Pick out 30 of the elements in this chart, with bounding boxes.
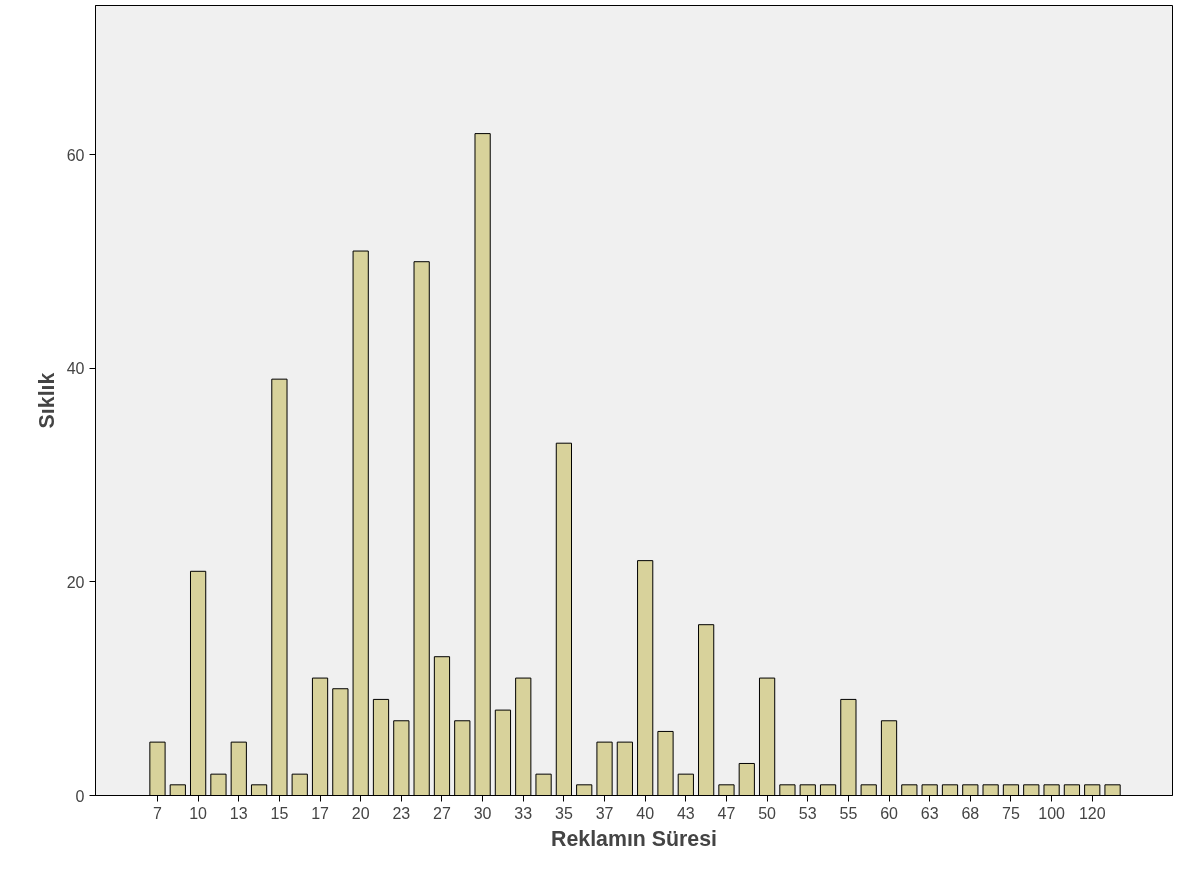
x-tick-label: 10	[189, 804, 208, 822]
x-tick-label: 7	[153, 804, 163, 822]
y-tick-label: 60	[66, 146, 85, 164]
x-tick-label: 50	[758, 804, 777, 822]
x-tick-label: 30	[473, 804, 492, 822]
x-tick-label: 27	[433, 804, 451, 822]
x-tick-label: 17	[311, 804, 330, 822]
x-axis-title: Reklamın Süresi	[551, 826, 717, 851]
x-tick-label: 47	[717, 804, 736, 822]
x-tick-label: 23	[392, 804, 411, 822]
x-tick-label: 55	[839, 804, 858, 822]
x-tick-label: 40	[636, 804, 655, 822]
x-tick-label: 37	[595, 804, 614, 822]
x-tick-label: 43	[676, 804, 695, 822]
x-tick-label: 20	[351, 804, 370, 822]
x-tick-label: 68	[961, 804, 980, 822]
y-tick-label: 0	[75, 787, 85, 805]
x-tick-label: 75	[1002, 804, 1020, 822]
x-tick-label: 33	[514, 804, 533, 822]
x-tick-label: 13	[229, 804, 248, 822]
x-tick-label: 120	[1078, 804, 1106, 822]
y-tick-label: 40	[66, 360, 85, 378]
y-tick-label: 20	[66, 573, 85, 591]
x-tick-label: 60	[880, 804, 899, 822]
x-tick-label: 53	[798, 804, 817, 822]
x-tick-label: 35	[554, 804, 573, 822]
y-axis-title: Sıklık	[34, 372, 59, 429]
x-tick-label: 100	[1038, 804, 1066, 822]
x-tick-label: 63	[920, 804, 939, 822]
x-tick-label: 15	[270, 804, 289, 822]
